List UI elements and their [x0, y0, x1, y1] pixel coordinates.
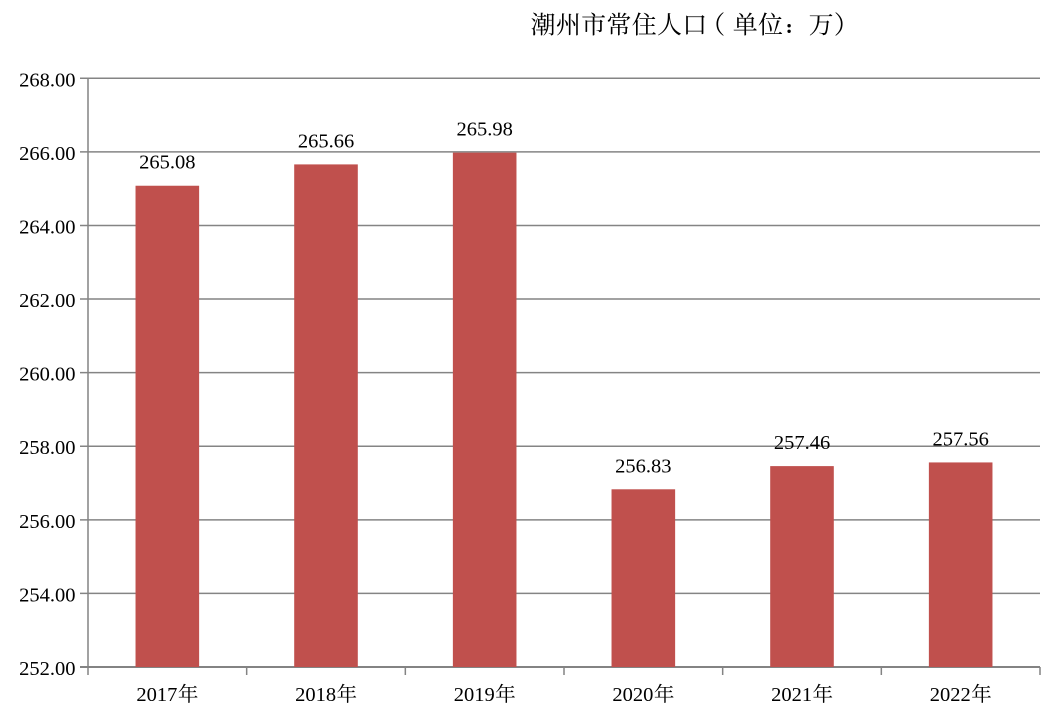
svg-text:266.00: 266.00 [19, 143, 75, 165]
svg-text:265.08: 265.08 [139, 152, 195, 174]
svg-text:2021: 2021 [771, 684, 812, 706]
svg-text:262.00: 262.00 [19, 290, 75, 312]
svg-text:2020: 2020 [612, 684, 653, 706]
svg-text:256.00: 256.00 [19, 511, 75, 533]
svg-text:252.00: 252.00 [19, 658, 75, 680]
svg-text:265.98: 265.98 [456, 119, 512, 141]
svg-text:257.46: 257.46 [774, 432, 830, 454]
svg-text:2018: 2018 [295, 684, 336, 706]
svg-text:268.00: 268.00 [19, 69, 75, 91]
svg-text:260.00: 260.00 [19, 364, 75, 386]
svg-text:256.83: 256.83 [615, 455, 671, 477]
svg-text:258.00: 258.00 [19, 437, 75, 459]
svg-text:2019: 2019 [454, 684, 495, 706]
svg-text:2017: 2017 [136, 684, 177, 706]
svg-text:265.66: 265.66 [298, 130, 354, 152]
svg-text:264.00: 264.00 [19, 216, 75, 238]
svg-text:254.00: 254.00 [19, 584, 75, 606]
svg-text:2022: 2022 [930, 684, 971, 706]
svg-text:257.56: 257.56 [932, 428, 988, 450]
